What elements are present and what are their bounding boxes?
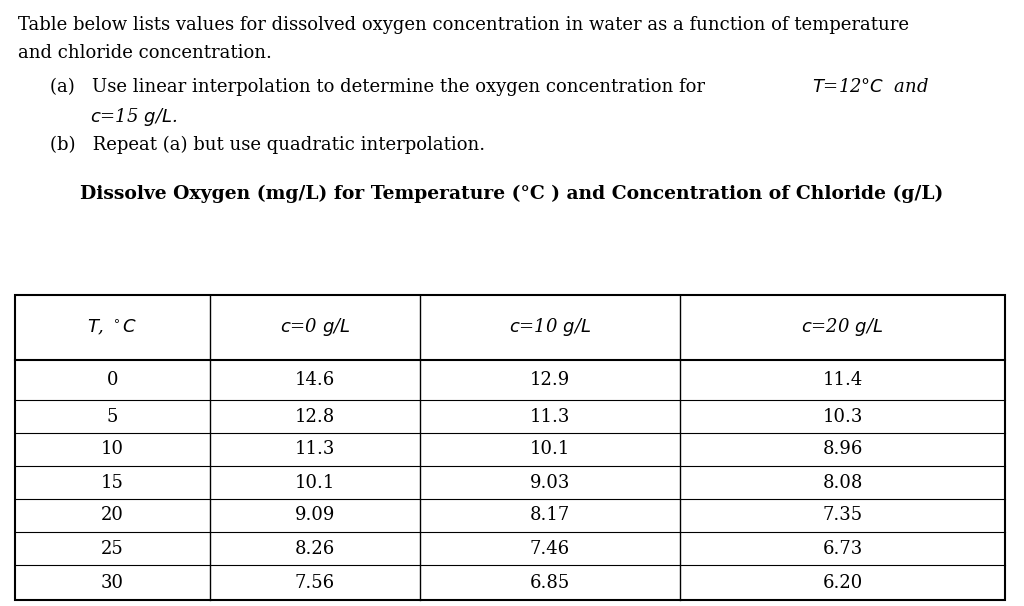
Text: 15: 15 (101, 473, 124, 491)
Text: 9.09: 9.09 (295, 507, 335, 525)
Text: 10.1: 10.1 (529, 441, 570, 459)
Text: 8.26: 8.26 (295, 539, 335, 558)
Text: 20: 20 (101, 507, 124, 525)
Text: 8.08: 8.08 (822, 473, 862, 491)
Text: 12.8: 12.8 (295, 407, 335, 425)
Text: 6.20: 6.20 (822, 573, 862, 591)
Text: $c$=15 $g$/$L$.: $c$=15 $g$/$L$. (90, 106, 177, 128)
Text: 11.3: 11.3 (529, 407, 570, 425)
Text: 9.03: 9.03 (529, 473, 570, 491)
Text: (a)   Use linear interpolation to determine the oxygen concentration for: (a) Use linear interpolation to determin… (50, 78, 705, 96)
Text: 7.35: 7.35 (822, 507, 862, 525)
Text: 6.73: 6.73 (822, 539, 862, 558)
Text: 8.17: 8.17 (529, 507, 570, 525)
Text: 25: 25 (101, 539, 124, 558)
Text: 8.96: 8.96 (822, 441, 862, 459)
Text: Dissolve Oxygen (mg/L) for Temperature (°C ) and Concentration of Chloride (g/L): Dissolve Oxygen (mg/L) for Temperature (… (80, 185, 944, 203)
Text: 7.46: 7.46 (530, 539, 570, 558)
Text: $T$, $^\circ C$: $T$, $^\circ C$ (87, 318, 137, 338)
Text: 12.9: 12.9 (529, 371, 570, 389)
Text: 6.85: 6.85 (529, 573, 570, 591)
Text: 10.1: 10.1 (295, 473, 335, 491)
Text: 14.6: 14.6 (295, 371, 335, 389)
Text: $c$=0 $g$/$L$: $c$=0 $g$/$L$ (280, 316, 350, 339)
Text: 10: 10 (101, 441, 124, 459)
Text: $T$=12°$C$  and: $T$=12°$C$ and (812, 78, 929, 96)
Text: $c$=10 $g$/$L$: $c$=10 $g$/$L$ (509, 316, 591, 339)
Text: 11.4: 11.4 (822, 371, 862, 389)
Text: (b)   Repeat (a) but use quadratic interpolation.: (b) Repeat (a) but use quadratic interpo… (50, 136, 485, 155)
Text: 11.3: 11.3 (295, 441, 335, 459)
Text: Table below lists values for dissolved oxygen concentration in water as a functi: Table below lists values for dissolved o… (18, 16, 909, 34)
Text: 5: 5 (106, 407, 118, 425)
Text: 7.56: 7.56 (295, 573, 335, 591)
Text: 30: 30 (101, 573, 124, 591)
Text: $c$=20 $g$/$L$: $c$=20 $g$/$L$ (802, 316, 884, 339)
Text: 0: 0 (106, 371, 118, 389)
Bar (15, 295, 1005, 600)
Text: 10.3: 10.3 (822, 407, 862, 425)
Text: and chloride concentration.: and chloride concentration. (18, 44, 272, 62)
